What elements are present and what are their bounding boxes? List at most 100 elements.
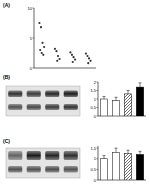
y-tick-label: 0.5: [90, 167, 96, 172]
y-tick: [97, 169, 99, 170]
error-stem: [104, 156, 105, 159]
y-axis: [34, 8, 35, 68]
y-tick: [97, 82, 99, 83]
point: [86, 55, 88, 57]
bars: [100, 83, 143, 116]
y-tick: [33, 38, 35, 39]
blot-membrane: [6, 148, 80, 178]
y-tick: [97, 116, 99, 117]
western-blot: [6, 148, 80, 178]
error-bar: [139, 83, 142, 87]
error-bar: [103, 156, 106, 159]
y-tick-label: 10: [28, 6, 33, 11]
error-stem: [104, 96, 105, 99]
error-stem: [140, 83, 141, 87]
blot-band: [27, 166, 41, 173]
point: [89, 60, 91, 62]
y-tick: [97, 99, 99, 100]
error-stem: [116, 148, 117, 152]
x-axis: [34, 68, 96, 69]
error-cap: [139, 82, 142, 83]
point: [58, 58, 60, 60]
blot-band: [8, 166, 22, 173]
point: [41, 42, 43, 44]
blot-band: [45, 166, 59, 173]
blot-band: [45, 91, 59, 98]
error-stem: [140, 151, 141, 154]
error-bar: [139, 151, 142, 154]
point: [54, 48, 56, 50]
error-stem: [116, 97, 117, 100]
bars: [100, 148, 143, 180]
blot-band: [27, 91, 41, 98]
y-tick-label: 0: [30, 66, 33, 71]
error-cap: [103, 155, 106, 156]
error-cap: [103, 96, 106, 97]
points: [38, 22, 91, 64]
blot-band: [8, 91, 22, 98]
point: [74, 59, 76, 61]
y-tick: [33, 68, 35, 69]
error-bar: [115, 148, 118, 152]
bar: [112, 101, 119, 116]
point: [43, 46, 45, 48]
blot-band: [45, 151, 59, 160]
blot-membrane: [6, 86, 80, 116]
error-bar: [115, 97, 118, 100]
y-tick-label: 0: [94, 178, 97, 183]
point: [69, 51, 71, 53]
y-tick: [97, 180, 99, 181]
point: [40, 26, 42, 28]
error-stem: [128, 91, 129, 94]
point: [72, 56, 74, 58]
y-tick-label: 1: [94, 156, 97, 161]
bar: [124, 153, 131, 180]
panel-label: (C): [3, 138, 10, 144]
y-tick: [97, 107, 99, 108]
bar: [124, 94, 131, 116]
y-tick-label: 1.5: [90, 88, 96, 93]
y-tick-label: 1: [94, 97, 97, 102]
y-tick: [33, 8, 35, 9]
bar: [136, 87, 143, 116]
point: [42, 54, 44, 56]
point: [88, 57, 90, 59]
blot-band: [8, 151, 22, 160]
blot-band: [64, 166, 78, 173]
bar: [136, 155, 143, 181]
y-tick-label: 0: [94, 114, 97, 119]
blot-band: [27, 104, 41, 110]
point: [57, 55, 59, 57]
blot-band: [64, 104, 78, 110]
bar: [100, 159, 107, 180]
point: [85, 53, 87, 55]
error-stem: [128, 150, 129, 153]
panel-label: (B): [3, 74, 10, 80]
blot-band: [27, 151, 41, 160]
error-cap: [115, 97, 118, 98]
error-cap: [115, 148, 118, 149]
blot-band: [64, 151, 78, 160]
point: [41, 52, 43, 54]
point: [72, 61, 74, 63]
error-bar: [127, 150, 130, 153]
blot-band: [64, 91, 78, 98]
point: [56, 60, 58, 62]
error-cap: [127, 150, 130, 151]
blot-band: [8, 104, 22, 110]
error-bar: [127, 91, 130, 94]
bar: [112, 152, 119, 180]
y-tick-label: 1.5: [90, 146, 96, 151]
y-tick-label: 0.5: [90, 105, 96, 110]
point: [87, 62, 89, 64]
y-tick-label: 2: [94, 80, 97, 85]
western-blot: [6, 86, 80, 116]
point: [55, 50, 57, 52]
blot-band: [45, 104, 59, 110]
y-tick: [97, 158, 99, 159]
error-bar: [103, 96, 106, 99]
figure: (A)0510(B)00.511.52(C)00.511.5: [0, 0, 150, 192]
error-cap: [139, 151, 142, 152]
y-axis: [98, 82, 99, 116]
point: [71, 54, 73, 56]
